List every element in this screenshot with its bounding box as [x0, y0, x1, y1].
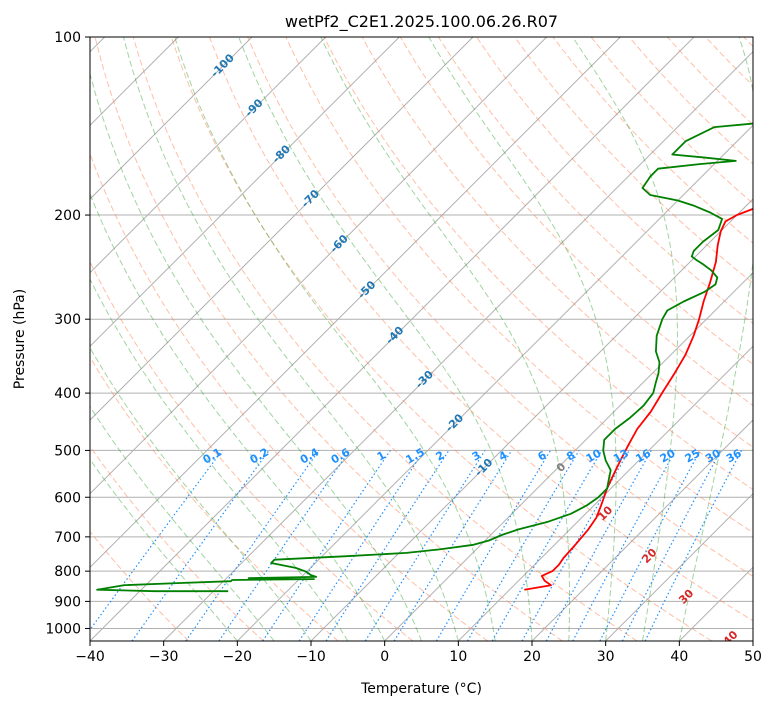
isotherm-line	[753, 37, 775, 641]
dry-adiabat	[667, 37, 775, 641]
moist-adiabat	[15, 37, 347, 641]
mixing-ratio-line	[468, 450, 580, 641]
x-tick-label: 0	[380, 649, 389, 665]
chart-title: wetPf2_C2E1.2025.100.06.26.R07	[285, 12, 558, 32]
dry-adiabat	[744, 37, 775, 641]
dry-adiabat	[0, 37, 338, 641]
mixing-ratio-label: 30	[703, 446, 723, 465]
isotherm-line	[0, 37, 547, 641]
mixing-ratio-line	[436, 450, 550, 641]
dry-adiabat	[0, 37, 264, 641]
isotherm-line	[0, 37, 399, 641]
temperature-line	[524, 37, 775, 590]
moist-adiabat	[0, 37, 237, 641]
y-tick-label: 1000	[45, 621, 81, 637]
isotherm-label: -60	[327, 232, 350, 255]
mixing-ratio-line	[263, 450, 391, 641]
isotherm-line	[16, 37, 620, 641]
mixing-ratio-line	[82, 450, 222, 641]
dry-adiabat	[19, 37, 413, 641]
mixing-ratio-label: 1.5	[403, 446, 426, 467]
wet-bulb-label: 40	[721, 628, 741, 648]
mixing-ratio-label: 13	[611, 447, 631, 466]
isotherm-label: -30	[413, 368, 436, 391]
profile-lines	[97, 37, 775, 591]
mixing-ratio-label: 10	[584, 446, 604, 465]
isotherm-label: -70	[299, 187, 322, 210]
x-tick-label: −40	[75, 649, 105, 665]
isotherm-line	[679, 37, 775, 641]
moist-adiabat	[175, 37, 496, 641]
y-tick-label: 700	[54, 530, 81, 546]
isotherm-line	[164, 37, 768, 641]
x-tick-label: −10	[296, 649, 326, 665]
y-tick-label: 900	[54, 594, 81, 610]
y-tick-label: 100	[54, 30, 81, 46]
y-tick-label: 400	[54, 386, 81, 402]
mixing-ratio-line	[326, 450, 449, 641]
x-tick-label: −30	[149, 649, 179, 665]
mixing-ratio-label: 0.4	[298, 445, 322, 466]
wet-bulb-label: 30	[676, 586, 696, 606]
wet-bulb-label: 0	[554, 460, 569, 475]
moist-adiabat	[0, 37, 274, 641]
moist-adiabat	[573, 37, 678, 641]
mixing-ratio-label: 25	[683, 447, 703, 466]
mixing-ratio-label: 36	[724, 446, 744, 465]
x-tick-label: 50	[744, 649, 762, 665]
dry-adiabat	[171, 37, 711, 641]
y-axis-label: Pressure (hPa)	[12, 289, 28, 389]
moist-adiabat	[124, 37, 459, 641]
x-tick-label: 30	[597, 649, 615, 665]
x-axis-label: Temperature (°C)	[360, 681, 482, 697]
y-tick-label: 800	[54, 564, 81, 580]
y-tick-label: 300	[54, 312, 81, 328]
moist-adiabat	[429, 37, 616, 641]
isotherm-line	[311, 37, 775, 641]
dry-adiabat	[438, 37, 775, 641]
moist-adiabat	[0, 37, 311, 641]
x-tick-label: 10	[449, 649, 467, 665]
y-tick-label: 200	[54, 208, 81, 224]
isotherm-line	[0, 37, 252, 641]
mixing-ratio-line	[299, 450, 424, 641]
dewpoint-line	[97, 37, 775, 591]
mixing-ratio-line	[573, 450, 676, 641]
y-tick-label: 500	[54, 443, 81, 459]
x-tick-label: 40	[670, 649, 688, 665]
isotherm-line	[0, 37, 326, 641]
mixing-ratio-label: 0.1	[201, 446, 224, 467]
mixing-ratio-label: 20	[658, 446, 678, 465]
dry-adiabat	[591, 37, 775, 641]
x-tick-label: 20	[523, 649, 541, 665]
wet-bulb-label: 10	[595, 503, 615, 523]
x-tick-label: −20	[223, 649, 253, 665]
y-tick-label: 600	[54, 490, 81, 506]
mixing-ratio-line	[546, 450, 651, 641]
